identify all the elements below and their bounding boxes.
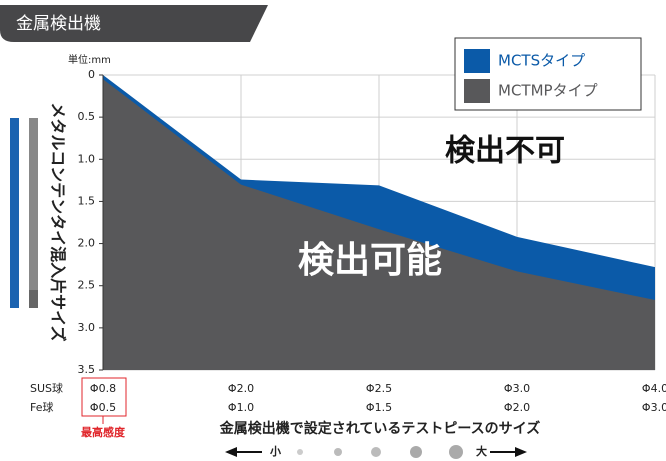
region-label: 検出不可 bbox=[445, 134, 565, 169]
decor-sticks bbox=[10, 118, 38, 308]
y-tick-label: 1.0 bbox=[78, 152, 96, 165]
y-tick-label: 1.5 bbox=[78, 194, 96, 207]
y-tick-label: 0.5 bbox=[78, 110, 96, 123]
y-tick-label: 2.5 bbox=[78, 279, 96, 292]
size-scale bbox=[225, 445, 527, 459]
x-tick-label: Φ0.8 bbox=[90, 382, 116, 395]
legend-swatch bbox=[464, 49, 490, 73]
y-tick-label: 0 bbox=[88, 68, 95, 81]
highlight-box bbox=[81, 377, 127, 417]
unit-label: 単位:mm bbox=[68, 53, 111, 66]
row-label: Fe球 bbox=[30, 400, 54, 414]
x-tick-label: Φ0.5 bbox=[90, 401, 116, 414]
area bbox=[103, 79, 655, 370]
x-tick-label: Φ4.0 bbox=[642, 382, 666, 395]
x-tick-label: Φ2.5 bbox=[366, 382, 392, 395]
y-tick-label: 2.0 bbox=[78, 237, 96, 250]
scale-large: 大 bbox=[476, 444, 487, 458]
y-tick-label: 3.5 bbox=[78, 363, 96, 376]
x-tick-label: Φ1.5 bbox=[366, 401, 392, 414]
x-tick-label: Φ2.0 bbox=[228, 382, 254, 395]
region-label: 検出可能 bbox=[298, 240, 442, 281]
scale-small: 小 bbox=[269, 444, 281, 458]
title-bar bbox=[0, 5, 268, 42]
y-axis-label: メタルコンテンタイ混入片サイズ bbox=[49, 102, 68, 341]
legend-label: MCTMPタイプ bbox=[498, 82, 598, 100]
legend-swatch bbox=[464, 79, 490, 103]
x-tick-label: Φ3.0 bbox=[504, 382, 530, 395]
x-tick-label: Φ2.0 bbox=[504, 401, 530, 414]
x-axis-label: 金属検出機で設定されているテストピースのサイズ bbox=[219, 420, 540, 437]
chart-title: 金属検出機 bbox=[16, 14, 101, 34]
x-tick-label: Φ1.0 bbox=[228, 401, 254, 414]
x-tick-label: Φ3.0 bbox=[642, 401, 666, 414]
row-label: SUS球 bbox=[30, 381, 63, 395]
y-tick-label: 3.0 bbox=[78, 321, 96, 334]
annotation: 最高感度 bbox=[81, 425, 126, 439]
legend-label: MCTSタイプ bbox=[498, 52, 585, 70]
